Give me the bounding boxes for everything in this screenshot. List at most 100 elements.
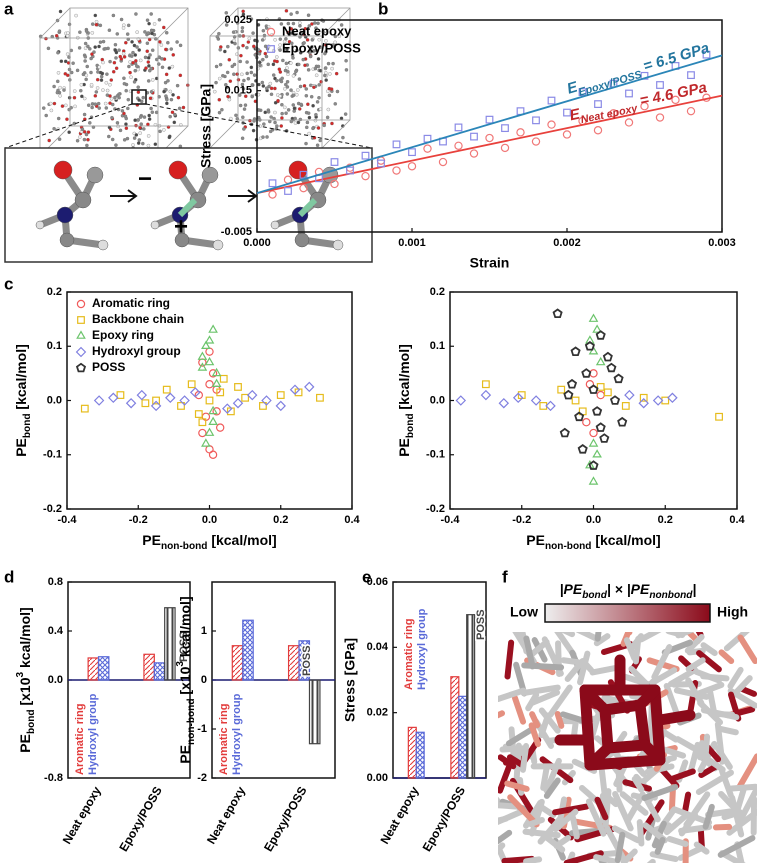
point [640, 102, 649, 111]
atom [266, 110, 271, 114]
stick [636, 819, 645, 847]
point [621, 402, 630, 410]
text-part: PE [396, 438, 412, 457]
charge: − [138, 165, 152, 192]
cube [209, 7, 351, 149]
series-label: POSS [301, 645, 313, 676]
stick [693, 841, 710, 855]
atom [59, 232, 75, 248]
cube-edge [321, 119, 351, 149]
point [547, 120, 556, 129]
atom [296, 120, 301, 125]
atom [135, 45, 139, 49]
atom [90, 22, 95, 26]
atom [314, 112, 318, 117]
atom [289, 12, 293, 16]
atom [292, 106, 297, 111]
atom [262, 33, 267, 38]
point [205, 396, 214, 405]
atom [58, 94, 62, 98]
atom [289, 27, 294, 31]
atom [303, 63, 307, 68]
atom [148, 68, 152, 73]
atom [242, 127, 246, 131]
atom [67, 130, 71, 134]
point [582, 418, 591, 427]
point [589, 428, 598, 438]
atom [146, 56, 151, 60]
stick [702, 733, 711, 766]
atom [60, 104, 65, 108]
atom [126, 106, 130, 111]
cube-edge [69, 7, 189, 127]
atom [235, 72, 240, 76]
stick [666, 835, 689, 847]
atom [57, 29, 62, 33]
atom [273, 100, 278, 105]
atom [78, 30, 82, 34]
atom [85, 143, 89, 148]
stick [504, 780, 530, 792]
stick [507, 794, 540, 828]
stick [553, 834, 572, 849]
point [470, 132, 478, 141]
stick [554, 711, 565, 729]
atom [170, 110, 175, 115]
atom [263, 110, 268, 115]
point [205, 347, 214, 356]
x-tick-label: -0.4 [58, 514, 78, 526]
x-tick-label: 0.001 [398, 237, 426, 249]
point [377, 159, 385, 168]
atom [163, 80, 168, 85]
atom [82, 137, 87, 142]
atom [66, 31, 70, 35]
point [571, 396, 580, 405]
stick [589, 664, 619, 676]
atom [323, 66, 328, 70]
atom [157, 18, 162, 22]
atom [84, 73, 89, 78]
stick [598, 767, 608, 796]
atom [241, 115, 245, 120]
atom [297, 77, 302, 81]
point [194, 410, 203, 418]
atom [220, 107, 224, 112]
atom [251, 128, 256, 133]
stick [663, 811, 691, 836]
point [275, 400, 286, 412]
atom [321, 30, 326, 34]
text-part: bond [582, 590, 607, 601]
atom [283, 105, 287, 110]
bar [308, 679, 321, 745]
point [268, 190, 277, 199]
point [75, 346, 87, 358]
text-part: [x10 [177, 666, 193, 698]
atom [49, 101, 53, 106]
point [211, 378, 222, 387]
atom [137, 138, 142, 142]
atom [114, 143, 118, 147]
atom [72, 95, 77, 100]
atom [94, 19, 99, 24]
point [588, 313, 599, 322]
text-part: | [692, 581, 696, 597]
point [480, 389, 492, 401]
atom [291, 21, 296, 26]
atom [129, 75, 133, 79]
atom [257, 82, 261, 87]
atom [329, 87, 334, 91]
atom [113, 107, 117, 111]
atom [85, 64, 89, 69]
point [361, 151, 370, 160]
atom [245, 60, 249, 64]
atom [97, 44, 101, 49]
text-part: 3 [15, 671, 26, 677]
atom [74, 191, 92, 209]
point [205, 380, 214, 389]
legend-label: Aromatic ring [92, 296, 170, 310]
stick [520, 684, 561, 696]
stick [547, 684, 573, 718]
atom [145, 18, 150, 22]
stick [527, 816, 545, 828]
